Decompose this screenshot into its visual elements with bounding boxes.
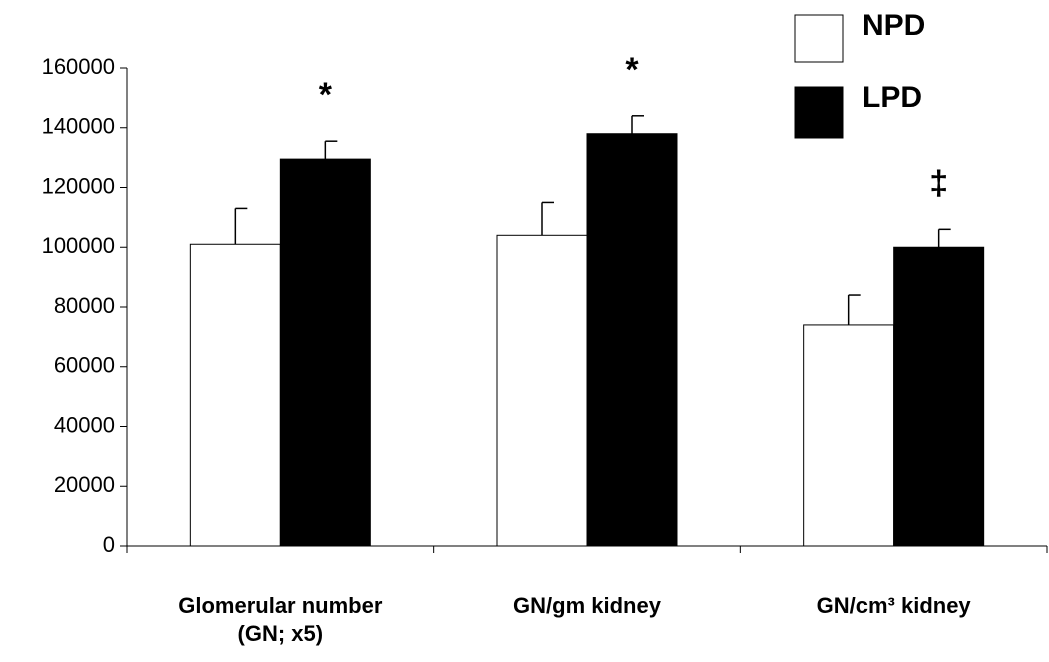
- y-tick-label: 80000: [54, 293, 115, 318]
- error-bar: [541, 201, 554, 236]
- bar: [893, 246, 985, 547]
- annotation: *: [319, 76, 333, 114]
- y-tick-label: 60000: [54, 353, 115, 378]
- y-tick-label: 20000: [54, 472, 115, 497]
- error-bar: [234, 207, 248, 245]
- y-tick-label: 120000: [42, 173, 115, 198]
- y-tick-label: 140000: [42, 114, 115, 139]
- error-bar: [631, 115, 644, 134]
- bar: [803, 324, 895, 547]
- error-bar: [324, 140, 338, 160]
- bar: [279, 158, 371, 547]
- legend-label: NPD: [862, 9, 925, 42]
- bar: [496, 234, 588, 547]
- y-tick-label: 40000: [54, 412, 115, 437]
- legend-label: LPD: [862, 81, 922, 114]
- legend-swatch: [794, 86, 844, 139]
- x-tick-label: GN/cm³ kidney: [816, 593, 971, 618]
- bar: [189, 243, 281, 547]
- y-tick-label: 0: [103, 532, 115, 557]
- y-tick-label: 100000: [42, 233, 115, 258]
- annotation: *: [625, 51, 639, 89]
- error-bar: [937, 228, 951, 248]
- x-tick-label: Glomerular number (GN; x5): [178, 593, 383, 646]
- x-tick-label: GN/gm kidney: [513, 593, 661, 618]
- error-bar: [847, 294, 861, 325]
- bar: [586, 133, 678, 547]
- legend-swatch: [794, 14, 844, 63]
- y-tick-label: 160000: [42, 54, 115, 79]
- annotation: ‡: [929, 164, 948, 202]
